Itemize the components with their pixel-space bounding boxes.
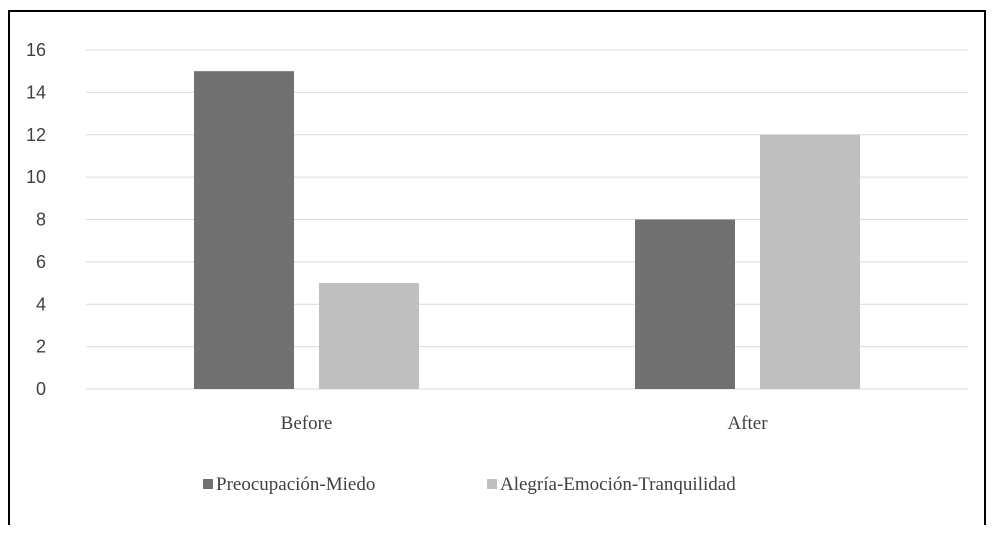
y-tick-label: 0 <box>36 379 46 399</box>
bar-chart: 0 2 4 6 8 10 12 14 16 Before After Preocupación-M… <box>26 40 968 495</box>
bar-before-0 <box>194 71 294 389</box>
y-tick-label: 10 <box>26 167 46 187</box>
legend-label: Preocupación-Miedo <box>216 474 375 495</box>
legend-label: Alegría-Emoción-Tranquilidad <box>500 474 736 495</box>
y-tick-label: 2 <box>36 337 46 357</box>
y-tick-label: 4 <box>36 294 46 314</box>
bar-before-1 <box>319 283 419 389</box>
x-axis-ticks: Before After <box>281 413 769 434</box>
bars <box>194 71 860 389</box>
bar-after-1 <box>760 134 860 389</box>
legend-swatch <box>487 479 497 489</box>
chart-frame: 0 2 4 6 8 10 12 14 16 Before After Preocupación-M… <box>8 10 986 525</box>
y-tick-label: 14 <box>26 82 46 102</box>
x-tick-label: After <box>727 413 768 434</box>
x-tick-label: Before <box>281 413 333 434</box>
y-tick-label: 8 <box>36 210 46 230</box>
y-axis-ticks: 0 2 4 6 8 10 12 14 16 <box>26 40 46 399</box>
y-tick-label: 12 <box>26 125 46 145</box>
y-tick-label: 16 <box>26 40 46 60</box>
legend-swatch <box>203 479 213 489</box>
bar-after-0 <box>635 219 735 389</box>
y-tick-label: 6 <box>36 252 46 272</box>
legend: Preocupación-Miedo Alegría-Emoción-Tranqu… <box>203 474 736 495</box>
